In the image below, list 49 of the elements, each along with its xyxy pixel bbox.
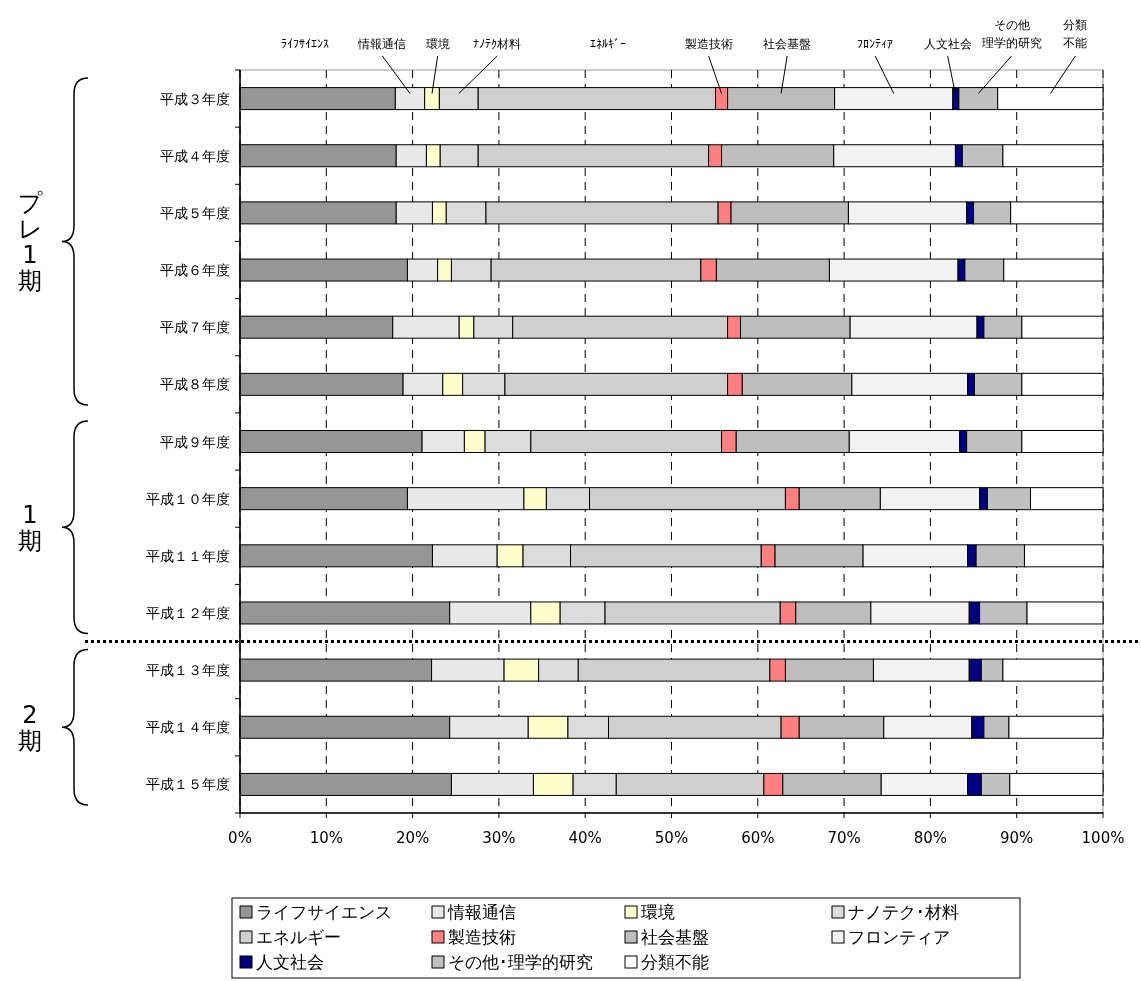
text: 1期 <box>18 501 42 556</box>
y-tick-label: 平成１２年度 <box>146 604 230 621</box>
x-tick-label: 80% <box>913 829 948 847</box>
y-tick-label: 平成４年度 <box>160 147 230 164</box>
text: ｴﾈﾙｷﾞｰ <box>589 37 626 51</box>
legend-label: ライフサイエンス <box>256 902 392 922</box>
x-tick-label: 50% <box>654 829 689 847</box>
x-tick-label: 100% <box>1081 829 1125 847</box>
text: プレ1期 <box>17 189 43 296</box>
y-tick-label: 平成１０年度 <box>146 490 230 507</box>
x-tick-label: 70% <box>827 829 861 847</box>
legend-label: エネルギー <box>256 927 341 947</box>
y-tick-label: 平成１１年度 <box>146 547 230 564</box>
y-tick-label: 平成７年度 <box>160 319 230 336</box>
text: 分類不能 <box>1063 18 1088 50</box>
y-tick-label: 平成８年度 <box>160 376 230 393</box>
legend-label: 情報通信 <box>447 902 516 922</box>
x-tick-label: 0% <box>228 829 252 847</box>
annotation: 人文社会 <box>923 37 972 51</box>
y-tick-label: 平成１５年度 <box>146 776 230 793</box>
x-tick-label: 10% <box>309 829 343 847</box>
x-tick-label: 40% <box>568 829 602 847</box>
text: その他理学的研究 <box>981 18 1042 50</box>
text: 社会基盤 <box>763 37 812 51</box>
x-tick-label: 20% <box>395 829 430 847</box>
y-tick-label: 平成９年度 <box>160 433 230 450</box>
y-tick-label: 平成６年度 <box>160 262 230 279</box>
y-tick-label: 平成１３年度 <box>146 662 230 679</box>
y-tick-label: 平成３年度 <box>160 90 230 107</box>
legend-label: 環境 <box>641 902 675 922</box>
legend-label: 分類不能 <box>641 952 709 972</box>
y-tick-label: 平成１４年度 <box>146 719 230 736</box>
text: ﾌﾛﾝﾃｨｱ <box>857 37 894 51</box>
text: 環境 <box>425 37 450 51</box>
text: 2期 <box>18 701 42 756</box>
text: 製造技術 <box>684 37 733 51</box>
legend-label: 製造技術 <box>448 927 516 947</box>
x-tick-label: 90% <box>1000 829 1034 847</box>
legend-label: 人文社会 <box>256 952 324 972</box>
x-tick-label: 30% <box>482 829 516 847</box>
text: ﾗｲﾌｻｲｴﾝｽ <box>280 37 329 51</box>
text: 情報通信 <box>357 37 407 51</box>
legend-label: フロンティア <box>848 927 950 947</box>
legend-label: 社会基盤 <box>641 927 709 947</box>
legend-label: ナノテク･材料 <box>848 902 959 922</box>
x-tick-label: 60% <box>741 829 775 847</box>
text: ﾅﾉﾃｸ材料 <box>473 37 522 51</box>
legend-label: その他･理学的研究 <box>448 952 593 972</box>
y-tick-label: 平成５年度 <box>160 204 230 221</box>
